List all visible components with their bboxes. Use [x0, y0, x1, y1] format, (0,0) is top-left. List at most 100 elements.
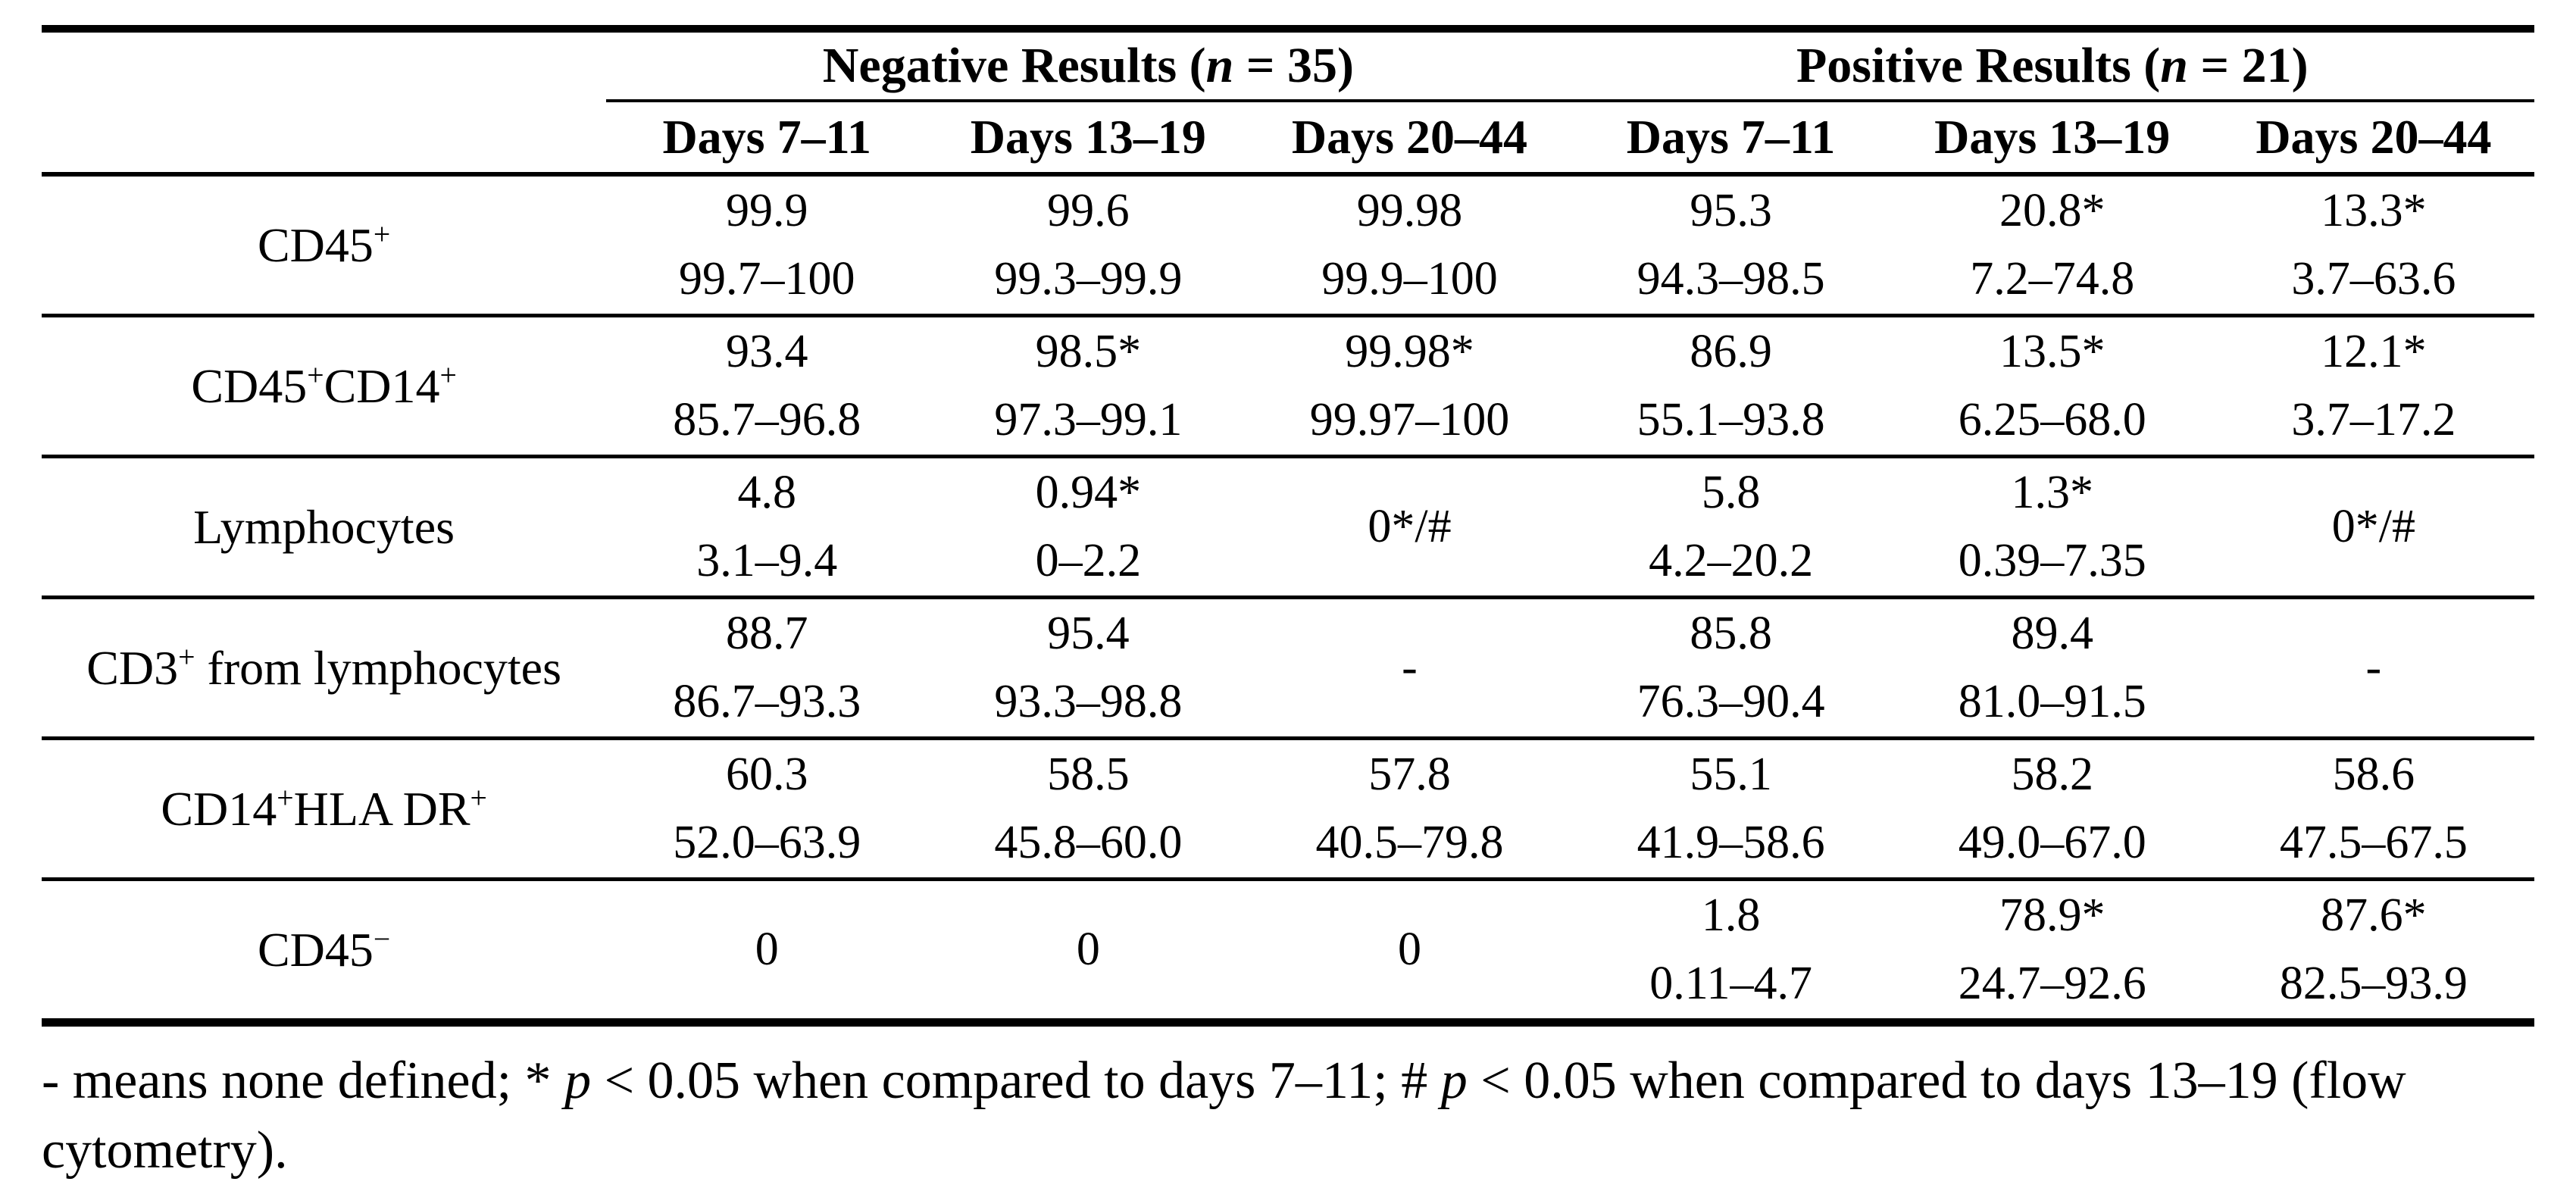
- cell-median-value: 87.6*: [2321, 889, 2427, 941]
- cell-content: 99.98 99.9–100: [1249, 177, 1570, 314]
- group-header-negative: Negative Results (n = 35): [606, 29, 1571, 102]
- data-cell: 95.3 94.3–98.5: [1570, 174, 1892, 317]
- cell-median-value: 1.8: [1701, 889, 1761, 941]
- day-column-header: Days 20–44: [2212, 101, 2534, 177]
- table-row: CD45+ 99.9 99.7–100 99.6 99.3–99.9 99.98 99.9–…: [42, 174, 2534, 317]
- footnote-text: - means none defined; *: [42, 1052, 565, 1110]
- cell-median-value: 99.98*: [1345, 325, 1474, 377]
- data-cell: 88.7 86.7–93.3: [606, 597, 928, 740]
- cell-content: 89.4 81.0–91.5: [1892, 599, 2213, 736]
- data-cell: 58.5 45.8–60.0: [927, 738, 1249, 881]
- cell-range-value: 45.8–60.0: [994, 817, 1183, 869]
- cell-content: 1.3* 0.39–7.35: [1892, 458, 2213, 596]
- row-label-text: from lymphocytes: [195, 640, 561, 695]
- cell-content: 87.6* 82.5–93.9: [2213, 881, 2534, 1018]
- cell-content: 57.8 40.5–79.8: [1249, 740, 1570, 877]
- cell-median-value: 4.8: [737, 466, 797, 518]
- row-label: CD45−: [42, 880, 606, 1023]
- cell-range-value: 4.2–20.2: [1649, 535, 1814, 587]
- cell-range-value: 52.0–63.9: [673, 817, 861, 869]
- cell-median-value: 58.5: [1047, 748, 1130, 800]
- data-cell: 99.98 99.9–100: [1249, 174, 1571, 317]
- cell-range-value: 97.3–99.1: [994, 394, 1183, 446]
- cell-content: 99.98* 99.97–100: [1249, 317, 1570, 455]
- row-label: CD45+CD14+: [42, 315, 607, 458]
- footnote-p-italic: p: [564, 1052, 592, 1110]
- data-cell: 99.6 99.3–99.9: [927, 174, 1249, 317]
- cell-median-value: 89.4: [2011, 607, 2093, 659]
- row-label-superscript: +: [277, 781, 294, 815]
- table-row: CD45+CD14+ 93.4 85.7–96.8 98.5* 97.3–99.1 99.…: [42, 315, 2534, 458]
- cell-median-value: 0.94*: [1035, 466, 1142, 518]
- row-label: CD45+: [42, 174, 607, 317]
- cell-single-value: 0*/#: [2331, 501, 2415, 552]
- cell-median-value: 99.9: [726, 184, 808, 236]
- data-cell: 95.4 93.3–98.8: [927, 597, 1249, 740]
- cell-range-value: 49.0–67.0: [1958, 817, 2146, 869]
- group-header-row: Negative Results (n = 35) Positive Resul…: [42, 29, 2534, 102]
- cell-range-value: 76.3–90.4: [1637, 676, 1825, 728]
- cell-range-value: 47.5–67.5: [2279, 817, 2468, 869]
- cell-content: 85.8 76.3–90.4: [1571, 599, 1892, 736]
- cell-median-value: 20.8*: [1999, 184, 2106, 236]
- cell-median-value: 88.7: [726, 607, 808, 659]
- table-row: Lymphocytes 4.8 3.1–9.4 0.94* 0–2.2 0*/# 5.8 4.…: [42, 456, 2534, 599]
- cell-single-value: -: [1402, 642, 1418, 693]
- results-table-body: CD45+ 99.9 99.7–100 99.6 99.3–99.9 99.98 99.9–…: [42, 174, 2534, 1023]
- footnote-p-italic: p: [1440, 1052, 1468, 1110]
- data-cell: -: [2212, 597, 2534, 740]
- cell-content: 95.3 94.3–98.5: [1571, 177, 1892, 314]
- data-cell: 0: [927, 880, 1249, 1023]
- cell-median-value: 5.8: [1701, 466, 1761, 518]
- cell-content: 1.8 0.11–4.7: [1571, 881, 1892, 1018]
- cell-range-value: 81.0–91.5: [1958, 676, 2146, 728]
- cell-range-value: 40.5–79.8: [1315, 817, 1504, 869]
- cell-content: 5.8 4.2–20.2: [1571, 458, 1892, 596]
- data-cell: 20.8* 7.2–74.8: [1891, 174, 2213, 317]
- cell-median-value: 13.3*: [2321, 184, 2427, 236]
- row-label: CD14+HLA DR+: [42, 738, 607, 881]
- corner-cell: [42, 101, 607, 177]
- cell-single-value: 0: [755, 924, 779, 975]
- cell-content: 78.9* 24.7–92.6: [1892, 881, 2213, 1018]
- data-cell: 85.8 76.3–90.4: [1570, 597, 1892, 740]
- day-column-header: Days 13–19: [1891, 101, 2213, 177]
- cell-median-value: 93.4: [726, 325, 808, 377]
- cell-single-value: 0*/#: [1368, 501, 1452, 552]
- cell-content: 0: [606, 881, 927, 1018]
- cell-content: 99.9 99.7–100: [606, 177, 927, 314]
- data-cell: 57.8 40.5–79.8: [1249, 738, 1571, 881]
- data-cell: 0.94* 0–2.2: [927, 456, 1249, 599]
- row-label-superscript: +: [307, 358, 324, 392]
- day-header-row: Days 7–11 Days 13–19 Days 20–44 Days 7–1…: [42, 101, 2534, 177]
- cell-range-value: 55.1–93.8: [1637, 394, 1825, 446]
- row-label-text: CD45: [257, 217, 374, 272]
- row-label-superscript: +: [178, 640, 195, 674]
- row-label: Lymphocytes: [42, 456, 607, 599]
- cell-single-value: 0: [1397, 924, 1421, 975]
- row-label-text: CD14: [324, 358, 440, 413]
- cell-content: 0.94* 0–2.2: [927, 458, 1249, 596]
- cell-content: 58.2 49.0–67.0: [1892, 740, 2213, 877]
- results-table: Negative Results (n = 35) Positive Resul…: [42, 25, 2534, 1027]
- cell-median-value: 58.6: [2332, 748, 2415, 800]
- data-cell: 58.2 49.0–67.0: [1891, 738, 2213, 881]
- cell-median-value: 55.1: [1690, 748, 1772, 800]
- cell-range-value: 94.3–98.5: [1637, 253, 1825, 305]
- group-title-n-italic: n: [1205, 38, 1234, 93]
- data-cell: 86.9 55.1–93.8: [1570, 315, 1892, 458]
- cell-range-value: 82.5–93.9: [2279, 958, 2468, 1010]
- cell-median-value: 13.5*: [1999, 325, 2106, 377]
- group-title-text: Negative Results (: [822, 38, 1206, 93]
- data-cell: 58.6 47.5–67.5: [2212, 738, 2534, 881]
- cell-median-value: 58.2: [2011, 748, 2093, 800]
- data-cell: 93.4 85.7–96.8: [606, 315, 928, 458]
- cell-content: 58.5 45.8–60.0: [927, 740, 1249, 877]
- cell-content: 60.3 52.0–63.9: [606, 740, 927, 877]
- table-row: CD3+ from lymphocytes 88.7 86.7–93.3 95.4 93…: [42, 597, 2534, 740]
- cell-content: 0*/#: [2213, 458, 2534, 596]
- row-label-text: CD3: [86, 640, 179, 695]
- cell-content: 0*/#: [1249, 458, 1570, 596]
- cell-content: 13.3* 3.7–63.6: [2213, 177, 2534, 314]
